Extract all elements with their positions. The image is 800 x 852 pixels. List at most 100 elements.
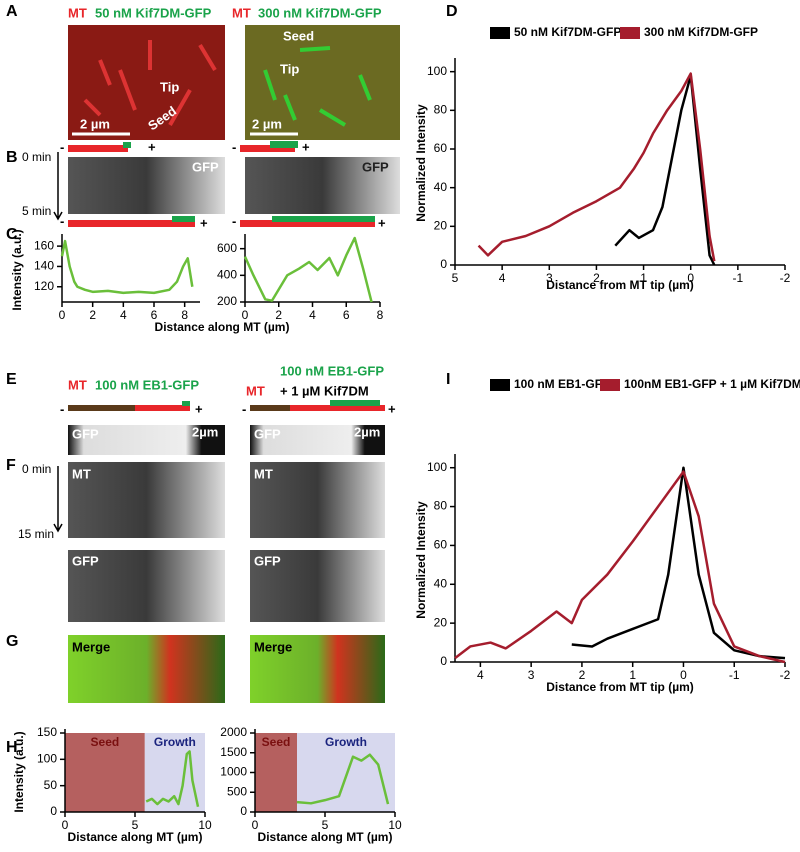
x-tick-label: 4 xyxy=(120,308,127,322)
region-label: Growth xyxy=(325,735,367,749)
channel-label: GFP xyxy=(72,553,99,568)
mt-bar xyxy=(68,145,128,152)
panel-letter: A xyxy=(6,3,18,20)
y-tick-label: 100 xyxy=(37,752,57,766)
scale-label: 2 µm xyxy=(80,116,110,131)
x-tick-label: 10 xyxy=(388,818,402,832)
kymograph xyxy=(245,157,400,214)
minus-end: - xyxy=(232,139,236,154)
panel-letter: C xyxy=(6,226,18,243)
region xyxy=(255,733,297,812)
gfp-strip xyxy=(68,425,225,455)
seed-bar xyxy=(250,405,290,411)
y-tick-label: 500 xyxy=(227,784,247,798)
y-tick-label: 100 xyxy=(427,460,447,474)
channel-label: Merge xyxy=(254,639,292,654)
minus-end: - xyxy=(242,401,246,416)
y-tick-label: 20 xyxy=(434,219,448,233)
x-tick-label: 0 xyxy=(687,271,694,285)
y-tick-label: 0 xyxy=(440,654,447,668)
x-tick-label: 0 xyxy=(680,668,687,682)
y-axis-label: Intensity (a.u.) xyxy=(12,731,26,812)
plus-end: + xyxy=(388,401,396,416)
x-tick-label: 8 xyxy=(377,308,384,322)
gfp-bar xyxy=(182,401,190,406)
scale-label: 2µm xyxy=(354,424,380,439)
y-tick-label: 60 xyxy=(434,538,448,552)
y-tick-label: 20 xyxy=(434,615,448,629)
gfp-bar xyxy=(172,216,195,222)
label: 300 nM Kif7DM-GFP xyxy=(258,5,382,20)
series-line xyxy=(614,74,716,266)
plus-end: + xyxy=(200,215,208,230)
x-tick-label: -2 xyxy=(780,668,791,682)
channel-label: Merge xyxy=(72,639,110,654)
x-tick-label: 0 xyxy=(242,308,249,322)
x-tick-label: 5 xyxy=(452,271,459,285)
y-tick-label: 200 xyxy=(217,294,237,308)
time-label: 0 min xyxy=(22,462,51,476)
kymograph xyxy=(250,550,385,622)
annotation: Tip xyxy=(160,79,179,94)
x-tick-label: 10 xyxy=(198,818,212,832)
label: 100 nM EB1-GFP xyxy=(95,377,199,392)
y-axis-label: Intensity (a.u.) xyxy=(10,229,24,310)
panel-letter: E xyxy=(6,371,17,388)
time-arrow xyxy=(53,466,63,533)
series-line xyxy=(145,750,200,807)
x-tick-label: 0 xyxy=(59,308,66,322)
gfp-strip xyxy=(250,425,385,455)
kymograph xyxy=(68,550,225,622)
merge-kymograph xyxy=(250,635,385,703)
merge-kymograph xyxy=(68,635,225,703)
x-tick-label: 4 xyxy=(477,668,484,682)
y-tick-label: 400 xyxy=(217,268,237,282)
panel-letter: I xyxy=(446,371,450,388)
label: MT xyxy=(232,5,251,20)
y-tick-label: 140 xyxy=(34,259,54,273)
panel-letter: F xyxy=(6,457,16,474)
y-tick-label: 60 xyxy=(434,141,448,155)
x-tick-label: 3 xyxy=(528,668,535,682)
x-tick-label: 6 xyxy=(151,308,158,322)
y-tick-label: 160 xyxy=(34,238,54,252)
gfp-bar xyxy=(330,400,380,406)
x-tick-label: 4 xyxy=(309,308,316,322)
region-label: Seed xyxy=(262,735,291,749)
x-tick-label: 0 xyxy=(62,818,69,832)
plus-end: + xyxy=(378,215,386,230)
region xyxy=(65,733,145,812)
legend-swatch xyxy=(490,379,510,391)
x-axis-label: Distance from MT tip (µm) xyxy=(546,278,694,292)
kymograph xyxy=(68,157,225,214)
minus-end: - xyxy=(60,213,64,228)
scale-label: 2 µm xyxy=(252,116,282,131)
gfp-bar xyxy=(270,141,298,148)
y-tick-label: 100 xyxy=(427,64,447,78)
legend-swatch xyxy=(490,27,510,39)
y-tick-label: 2000 xyxy=(220,725,247,739)
y-tick-label: 600 xyxy=(217,241,237,255)
minus-end: - xyxy=(60,139,64,154)
channel-label: MT xyxy=(254,466,273,481)
series-line xyxy=(296,753,390,805)
channel-label: MT xyxy=(72,466,91,481)
y-tick-label: 1500 xyxy=(220,745,247,759)
x-tick-label: 2 xyxy=(275,308,282,322)
x-tick-label: -1 xyxy=(729,668,740,682)
label: 100 nM EB1-GFP xyxy=(280,363,384,378)
y-axis-label: Normalized Intensity xyxy=(414,501,428,619)
time-label: 5 min xyxy=(22,204,51,218)
plus-end: + xyxy=(302,139,310,154)
annotation: Tip xyxy=(280,61,299,76)
gfp-bar xyxy=(272,216,375,222)
x-tick-label: -1 xyxy=(733,271,744,285)
legend-swatch xyxy=(620,27,640,39)
y-tick-label: 80 xyxy=(434,499,448,513)
panel-letter: B xyxy=(6,149,18,166)
x-tick-label: 5 xyxy=(132,818,139,832)
mt-bar xyxy=(240,145,295,152)
plus-end: + xyxy=(195,401,203,416)
y-tick-label: 150 xyxy=(37,725,57,739)
